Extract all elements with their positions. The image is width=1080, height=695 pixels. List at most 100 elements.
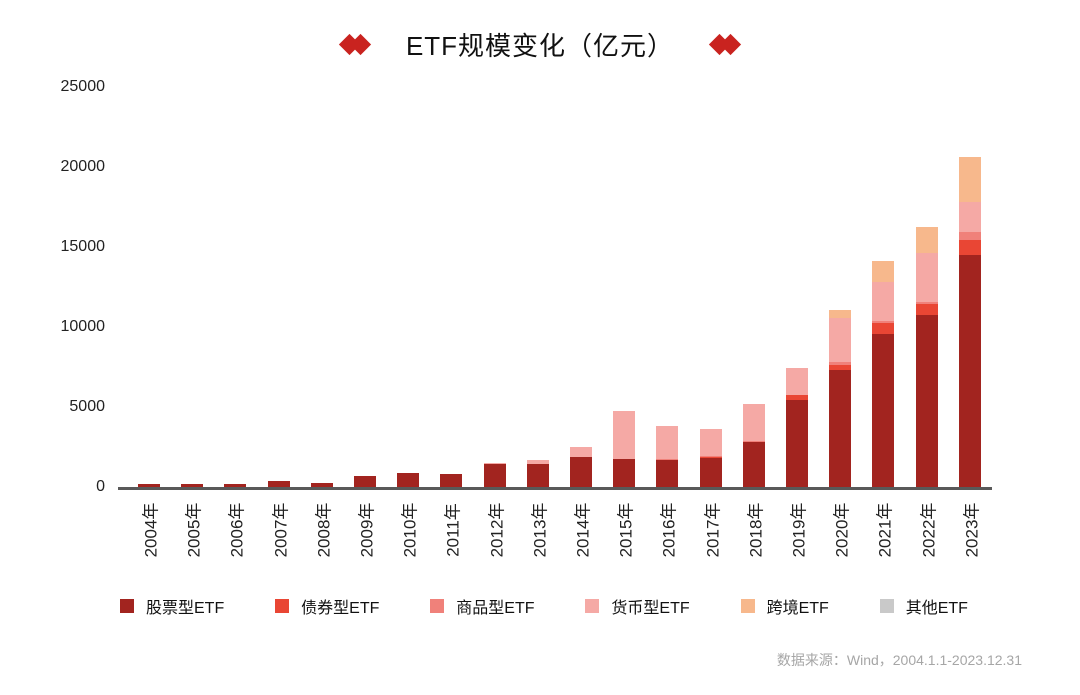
bar-segment-股票型ETF [310, 483, 333, 487]
bar-segment-货币型ETF [872, 282, 895, 322]
x-tick-label: 2012年 [487, 502, 507, 558]
x-tick-label: 2004年 [141, 502, 161, 558]
bar-segment-跨境ETF [872, 261, 895, 283]
bar-segment-股票型ETF [699, 457, 722, 487]
bar-segment-货币型ETF [786, 368, 808, 395]
x-tick-label: 2017年 [703, 502, 723, 558]
bar-segment-货币型ETF [613, 411, 636, 459]
bar-segment-货币型ETF [483, 463, 506, 464]
x-tick-label: 2008年 [314, 502, 334, 558]
bar-segment-股票型ETF [958, 255, 981, 487]
bar-segment-股票型ETF [267, 480, 290, 487]
bar-segment-货币型ETF [915, 252, 938, 303]
legend-label: 货币型ETF [611, 600, 690, 617]
bar-segment-股票型ETF [181, 483, 204, 487]
x-axis-line [118, 487, 992, 490]
bar-segment-货币型ETF [829, 318, 852, 362]
chart-legend: 股票型ETF 债券型ETF 商品型ETF 货币型ETF 跨境ETF 其他ETF [120, 594, 968, 618]
x-tick-label: 2020年 [832, 502, 852, 558]
bar-segment-商品型ETF [742, 440, 765, 442]
bar-segment-债券型ETF [958, 240, 981, 255]
bar-segment-货币型ETF [570, 447, 592, 457]
bar-segment-跨境ETF [958, 157, 981, 202]
y-tick-label: 0 [96, 478, 105, 495]
y-tick-label: 20000 [60, 158, 106, 175]
legend-item-其他ETF: 其他ETF [879, 594, 968, 618]
x-tick-label: 2022年 [919, 502, 939, 558]
x-tick-label: 2018年 [746, 502, 766, 558]
legend-label: 跨境ETF [766, 600, 829, 617]
x-tick-label: 2013年 [530, 502, 550, 558]
bar-segment-股票型ETF [570, 456, 592, 487]
x-tick-label: 2011年 [443, 503, 463, 557]
legend-item-跨境ETF: 跨境ETF [740, 594, 829, 618]
bar-segment-商品型ETF [656, 458, 679, 459]
legend-item-债券型ETF: 债券型ETF [275, 594, 379, 618]
y-tick-label: 15000 [60, 238, 106, 255]
legend-item-商品型ETF: 商品型ETF [430, 594, 535, 618]
bar-segment-股票型ETF [656, 459, 679, 487]
data-source-note: 数据来源：Wind，2004.1.1-2023.12.31 [776, 652, 1022, 668]
y-tick-label: 10000 [60, 318, 106, 335]
x-tick-label: 2005年 [184, 502, 204, 558]
y-tick-label: 5000 [69, 398, 105, 415]
bar-segment-股票型ETF [483, 463, 506, 487]
bar-segment-股票型ETF [915, 315, 938, 487]
legend-swatch-icon [585, 599, 600, 613]
x-tick-label: 2016年 [659, 502, 679, 558]
bar-segment-债券型ETF [786, 395, 808, 400]
bar-segment-股票型ETF [872, 334, 895, 487]
x-tick-label: 2019年 [789, 502, 809, 558]
bar-segment-股票型ETF [440, 474, 463, 487]
bar-segment-商品型ETF [915, 302, 938, 304]
bar-segment-跨境ETF [829, 310, 852, 318]
bar-segment-商品型ETF [829, 362, 852, 366]
bar-segment-股票型ETF [526, 463, 549, 487]
bar-segment-货币型ETF [526, 459, 549, 464]
bar-segment-货币型ETF [656, 426, 679, 459]
bar-segment-商品型ETF [958, 232, 981, 240]
bar-segment-股票型ETF [742, 442, 765, 487]
page-title: ETF规模变化（亿元） [405, 31, 675, 61]
bar-segment-债券型ETF [829, 365, 852, 370]
bar-segment-股票型ETF [613, 459, 636, 487]
y-tick-label: 25000 [60, 78, 106, 95]
bar-segment-股票型ETF [354, 476, 376, 487]
bar-segment-商品型ETF [872, 321, 895, 323]
bar-segment-货币型ETF [699, 428, 722, 456]
x-tick-label: 2010年 [400, 502, 420, 558]
bar-segment-货币型ETF [958, 202, 981, 232]
legend-swatch-icon [879, 599, 894, 613]
legend-label: 债券型ETF [301, 600, 380, 617]
legend-label: 商品型ETF [456, 600, 535, 617]
x-tick-label: 2021年 [875, 502, 895, 558]
legend-swatch-icon [430, 599, 445, 613]
legend-item-货币型ETF: 货币型ETF [585, 594, 690, 618]
bar-segment-债券型ETF [915, 304, 938, 315]
legend-label: 其他ETF [905, 600, 968, 617]
bar-segment-货币型ETF [742, 404, 765, 441]
bar-segment-股票型ETF [224, 484, 247, 487]
legend-swatch-icon [120, 599, 134, 613]
x-tick-label: 2015年 [616, 502, 636, 558]
x-tick-label: 2023年 [962, 502, 982, 558]
bar-segment-股票型ETF [829, 370, 852, 487]
bar-segment-股票型ETF [397, 473, 420, 487]
bar-segment-债券型ETF [742, 441, 765, 443]
x-tick-label: 2009年 [357, 502, 377, 558]
x-tick-label: 2006年 [227, 502, 247, 558]
x-tick-label: 2014年 [573, 502, 593, 558]
x-tick-label: 2007年 [271, 502, 291, 558]
bar-segment-股票型ETF [786, 400, 808, 487]
legend-swatch-icon [275, 599, 290, 613]
bar-segment-商品型ETF [699, 456, 722, 457]
bar-segment-债券型ETF [699, 456, 722, 457]
bar-segment-股票型ETF [138, 484, 160, 487]
legend-swatch-icon [740, 599, 755, 613]
chart-title-row: ETF规模变化（亿元） [0, 26, 1080, 63]
bar-segment-跨境ETF [915, 226, 938, 253]
legend-item-股票型ETF: 股票型ETF [120, 594, 224, 618]
bar-segment-债券型ETF [872, 323, 895, 334]
